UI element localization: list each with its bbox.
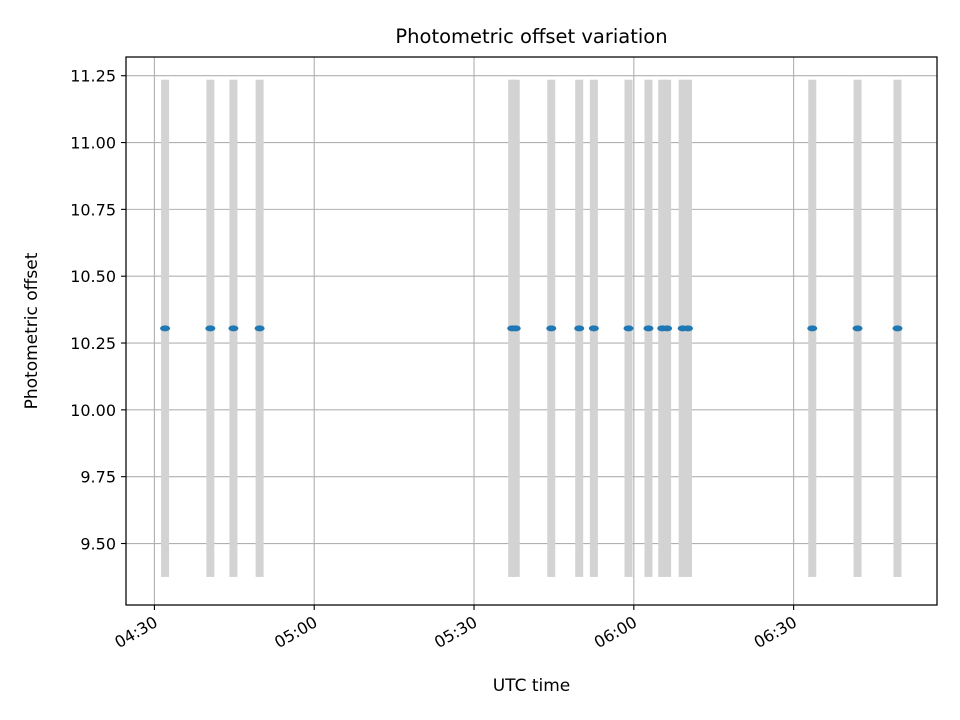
data-point xyxy=(205,325,216,332)
data-point xyxy=(588,325,599,332)
data-point xyxy=(643,325,654,332)
data-point xyxy=(546,325,557,332)
data-point xyxy=(228,325,239,332)
y-tick-label: 9.75 xyxy=(80,468,116,487)
chart-title: Photometric offset variation xyxy=(395,25,667,48)
data-point xyxy=(892,325,903,332)
data-point xyxy=(852,325,863,332)
data-point xyxy=(510,325,521,332)
data-point xyxy=(807,325,818,332)
y-tick-label: 10.50 xyxy=(70,267,116,286)
y-tick-label: 10.75 xyxy=(70,200,116,219)
data-point xyxy=(574,325,585,332)
y-tick-label: 9.50 xyxy=(80,535,116,554)
y-tick-label: 10.25 xyxy=(70,334,116,353)
data-point xyxy=(682,325,693,332)
data-point xyxy=(623,325,634,332)
data-point xyxy=(160,325,171,332)
data-points xyxy=(160,325,903,332)
x-axis-title: UTC time xyxy=(493,676,571,696)
y-tick-label: 11.00 xyxy=(70,134,116,153)
y-axis-title: Photometric offset xyxy=(22,252,42,409)
plot-frame xyxy=(125,56,938,606)
data-point xyxy=(254,325,265,332)
y-tick-label: 11.25 xyxy=(70,67,116,86)
data-point xyxy=(662,325,673,332)
y-tick-label: 10.00 xyxy=(70,401,116,420)
